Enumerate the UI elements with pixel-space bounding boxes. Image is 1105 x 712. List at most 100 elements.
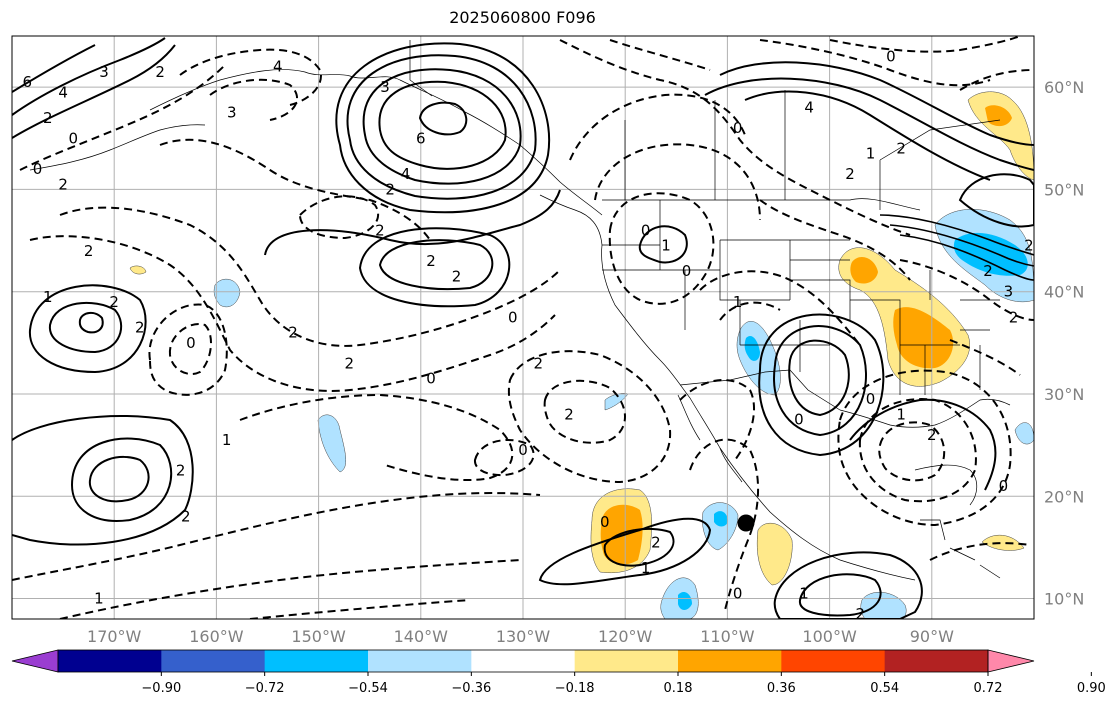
contour-label: 0 [1101, 58, 1105, 76]
contour-dashed-plains-2 [719, 301, 781, 321]
contour-dashed-east-2 [949, 339, 1021, 376]
contour-label: 4 [401, 165, 411, 183]
colorbar-tick-label: −0.54 [348, 681, 388, 696]
coastline-gulf [839, 398, 1011, 428]
contour-dashed-west-us-2 [594, 143, 761, 221]
location-marker [737, 514, 755, 532]
coastline-mexico-pacific [719, 447, 916, 581]
contour-dashed-west-us-1 [608, 192, 715, 305]
contour-west-pacific-high-1 [48, 301, 123, 354]
longitude-label: 130°W [496, 627, 551, 646]
colorbar-tick-label: 0.36 [767, 681, 796, 696]
contour-lines-dashed [12, 36, 1034, 619]
colorbar-extend-low [11, 649, 59, 673]
shade-positive-caribbean [981, 535, 1025, 551]
colorbar-segment [471, 650, 576, 672]
contour-alaska-high-2 [362, 68, 522, 185]
longitude-label: 170°W [87, 627, 142, 646]
contour-label: 6 [23, 73, 33, 91]
contour-label: 0 [518, 441, 528, 459]
contour-label: 2 [109, 293, 119, 311]
contour-dashed-aleutian-2 [179, 48, 322, 106]
contour-dashed-north-pacific-1 [159, 138, 431, 241]
contour-label: 0 [263, 615, 273, 633]
contour-label: 1 [896, 405, 906, 423]
contour-label: 2 [1024, 237, 1034, 255]
contour-label: 2 [651, 533, 661, 551]
contour-label: 2 [155, 63, 165, 81]
contour-dashed-sw-1 [507, 350, 672, 484]
contour-label: 4 [273, 58, 283, 76]
latitude-label: 30°N [1044, 385, 1084, 404]
contour-label: 0 [33, 160, 43, 178]
contour-aleutian-solid-2 [12, 44, 176, 139]
colorbar-tick-label: 0.54 [870, 681, 899, 696]
contour-label: 0 [600, 513, 610, 531]
contour-aleutian-solid-3 [12, 44, 96, 93]
contour-label: 2 [1050, 155, 1060, 173]
longitude-label: 90°W [910, 627, 954, 646]
contour-dashed-gulf-low-3 [837, 369, 1012, 527]
contour-dashed-subtropic-2 [59, 559, 521, 619]
colorbar-tick-label: 0.72 [974, 681, 1003, 696]
contour-dashed-gulf-low-1 [858, 398, 977, 503]
latitude-label: 50°N [1044, 180, 1084, 199]
coastline-us-west [539, 194, 691, 399]
contour-west-pacific-high-3 [78, 312, 104, 334]
border-us-mexico [679, 369, 841, 411]
contour-label: 3 [1004, 283, 1014, 301]
contour-lines-jet-stack [879, 214, 1034, 281]
contour-alaska-high-5 [418, 101, 468, 136]
contour-dashed-canada-4 [829, 36, 1021, 53]
colorbar: −0.90 −0.72 −0.54 −0.36 −0.18 0.18 0.36 0.54 0.7… [11, 649, 1105, 696]
colorbar-segment [678, 650, 782, 672]
contour-east-high [958, 173, 1034, 228]
contour-label: 0 [886, 47, 896, 65]
latitude-label: 10°N [1044, 590, 1084, 609]
contour-label: 4 [58, 83, 68, 101]
shade-orange-upper-midwest [850, 257, 878, 284]
plot-frame [11, 35, 1035, 620]
negative-shading [213, 209, 1034, 619]
longitude-label: 140°W [394, 627, 449, 646]
contour-label: 2 [896, 140, 906, 158]
colorbar-segment [781, 650, 886, 672]
longitude-labels: 170°W 160°W 150°W 140°W 130°W 120°W 110°W 100°W… [87, 627, 954, 646]
longitude-label: 120°W [598, 627, 653, 646]
contour-mexico-coast-1 [773, 551, 923, 619]
colorbar-tick-label: −0.72 [245, 681, 285, 696]
contour-dashed-gulf-low-2 [878, 421, 946, 482]
shade-blue-east-pacific-1 [678, 591, 692, 610]
contour-aleutian-solid-1 [12, 37, 166, 116]
political-borders [29, 40, 1011, 581]
shade-blue-east-pacific-2 [714, 511, 728, 527]
contour-dashed-sw-2 [543, 379, 626, 444]
contour-jet-stack-2 [889, 224, 1034, 267]
contour-label: 6 [416, 129, 426, 147]
contour-subtropical-high-3 [12, 415, 194, 546]
contour-dashed-plains-1 [699, 270, 861, 346]
shade-positive-small-pacific [129, 265, 147, 275]
contour-label: 2 [135, 319, 145, 337]
contour-dashed-low-1 [148, 303, 228, 396]
contour-label: 2 [564, 405, 574, 423]
longitude-label: 110°W [700, 627, 755, 646]
contour-label: 1 [43, 288, 53, 306]
colorbar-extend-high [987, 649, 1035, 673]
shade-negative-pacific-a [317, 414, 346, 473]
contour-label: 0 [186, 334, 196, 352]
border-alaska-canada [409, 40, 433, 97]
longitude-label: 150°W [291, 627, 346, 646]
contour-label: 0 [866, 390, 876, 408]
contour-alaska-high-3 [346, 54, 537, 200]
contour-label: 1 [799, 584, 809, 602]
contour-jet-stack-3 [899, 234, 1034, 281]
colorbar-segment [58, 650, 162, 672]
border-canada-us [602, 198, 921, 211]
contour-dashed-central-1 [239, 393, 514, 482]
contour-label: 0 [682, 262, 692, 280]
contour-jet-stack-1 [879, 214, 1034, 256]
contour-dashed-plains-3 [759, 199, 911, 281]
